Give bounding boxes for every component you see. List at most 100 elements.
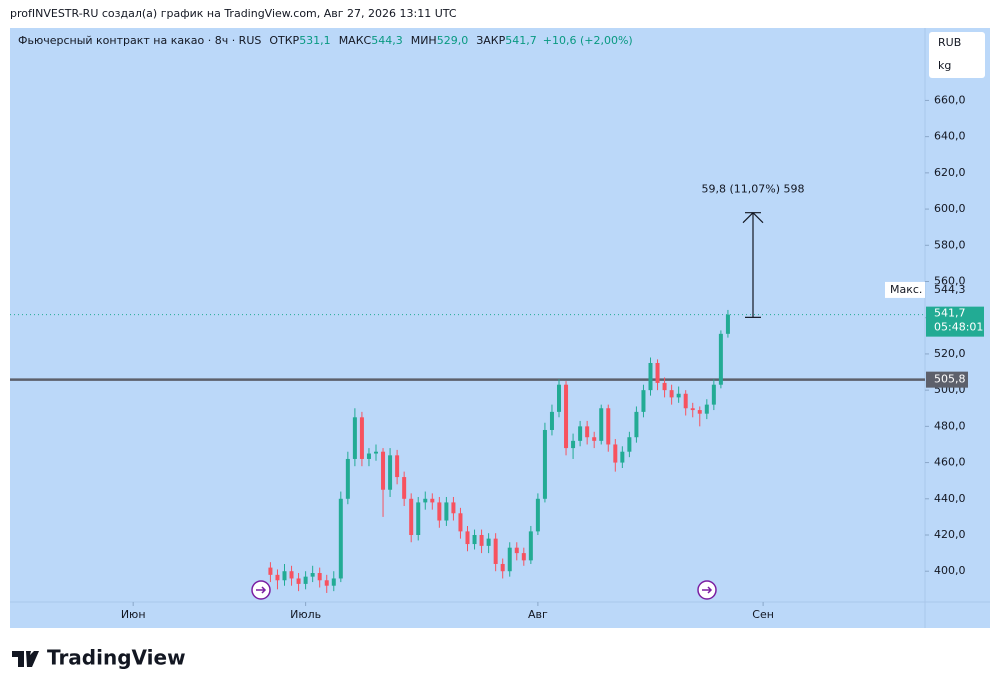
candle-body xyxy=(359,417,364,459)
currency-box[interactable] xyxy=(929,32,985,78)
y-tick-label: 440,0 xyxy=(934,492,966,505)
candle-body xyxy=(486,538,491,546)
candle-body xyxy=(381,451,386,490)
chart-panel xyxy=(10,28,990,628)
candle-body xyxy=(704,404,709,414)
candle-body xyxy=(620,451,625,463)
candle-body xyxy=(557,384,561,412)
candle-body xyxy=(606,408,611,445)
last-price-badge xyxy=(926,306,984,337)
legend-change: +10,6 (+2,00%) xyxy=(543,34,633,47)
candle-body xyxy=(641,390,646,412)
candle-body xyxy=(599,408,604,441)
candle-body xyxy=(549,411,554,430)
footer-brand: TradingView xyxy=(47,646,186,670)
legend-label: ОТКР xyxy=(269,34,299,47)
countdown: 05:48:01 xyxy=(934,321,983,334)
symbol: Фьючерсный контракт на какао · 8ч · RUS xyxy=(18,34,261,47)
max-label-box xyxy=(885,281,925,298)
y-tick-label: 520,0 xyxy=(934,347,966,360)
candle-body xyxy=(669,390,674,398)
candle-body xyxy=(718,333,723,385)
legend-label: ЗАКР xyxy=(476,34,505,47)
unit: kg xyxy=(938,59,951,72)
candle-body xyxy=(592,437,597,441)
candle-body xyxy=(275,574,280,581)
candle-body xyxy=(507,547,512,572)
candle-body xyxy=(395,455,400,478)
event-icon[interactable] xyxy=(697,580,717,600)
x-tick-label: Июль xyxy=(290,608,321,621)
last-price-value: 541,7 xyxy=(934,307,966,320)
y-tick-label: 640,0 xyxy=(934,130,966,143)
candle-body xyxy=(296,578,301,584)
candle-body xyxy=(542,429,547,499)
max-label-name: Макс. xyxy=(890,283,922,296)
legend-value: 531,1 xyxy=(299,34,331,47)
legend-label: МИН xyxy=(411,34,437,47)
candle-body xyxy=(479,535,484,546)
candle-body xyxy=(303,576,308,584)
candle-body xyxy=(711,384,716,405)
candle-body xyxy=(690,408,695,411)
candle-body xyxy=(437,502,442,521)
candle-body xyxy=(465,531,470,545)
candle-body xyxy=(282,571,287,581)
level-badge xyxy=(926,371,968,388)
event-icon[interactable] xyxy=(251,580,271,600)
candle-body xyxy=(578,426,583,441)
candle-body xyxy=(338,498,343,579)
legend-label: МАКС xyxy=(339,34,372,47)
candle-body xyxy=(662,382,667,391)
candle-body xyxy=(648,362,653,391)
candle-body xyxy=(528,531,533,561)
candle-body xyxy=(388,455,393,490)
y-tick-label: 600,0 xyxy=(934,202,966,215)
candle-body xyxy=(683,393,688,409)
legend-value: 541,7 xyxy=(505,34,537,47)
y-tick-label: 580,0 xyxy=(934,238,966,251)
candle-body xyxy=(634,411,639,438)
candle-body xyxy=(514,547,519,554)
candle-body xyxy=(317,573,322,581)
candle-body xyxy=(331,578,336,586)
y-tick-label: 660,0 xyxy=(934,93,966,106)
candle-body xyxy=(655,362,660,383)
candle-body xyxy=(613,444,618,463)
candle-body xyxy=(697,410,702,414)
candle-body xyxy=(402,477,407,499)
candle-body xyxy=(430,498,435,503)
level-value: 505,8 xyxy=(934,373,966,386)
candle-body xyxy=(472,535,477,545)
candle-body xyxy=(416,502,421,536)
y-tick-label: 560,0 xyxy=(934,275,966,288)
candle-body xyxy=(444,502,449,521)
header: profINVESTR-RU создал(а) график на Tradi… xyxy=(10,7,457,20)
x-tick-label: Авг xyxy=(528,608,548,621)
max-label-value: 544,3 xyxy=(934,283,966,296)
legend-value: 529,0 xyxy=(437,34,469,47)
candle-body xyxy=(458,513,463,532)
y-tick-label: 460,0 xyxy=(934,456,966,469)
candle-body xyxy=(409,498,414,536)
measure-label: 59,8 (11,07%) 598 xyxy=(701,183,804,196)
candle-body xyxy=(366,453,371,459)
candle-body xyxy=(535,498,540,532)
candle-body xyxy=(725,314,730,334)
candle-body xyxy=(310,573,315,577)
legend: Фьючерсный контракт на какао · 8ч · RUS О… xyxy=(18,34,633,47)
candle-body xyxy=(571,440,576,449)
currency: RUB xyxy=(938,36,961,49)
legend-text: Фьючерсный контракт на какао · 8ч · RUS О… xyxy=(18,34,633,47)
candle-body xyxy=(324,580,329,586)
logo xyxy=(12,651,39,667)
candle-body xyxy=(352,417,357,459)
candle-body xyxy=(627,437,632,452)
candle-body xyxy=(374,451,378,454)
candle-body xyxy=(521,553,526,561)
candle-body xyxy=(585,426,590,438)
y-tick-label: 400,0 xyxy=(934,564,966,577)
candle-body xyxy=(676,393,681,398)
candle-body xyxy=(493,538,498,564)
